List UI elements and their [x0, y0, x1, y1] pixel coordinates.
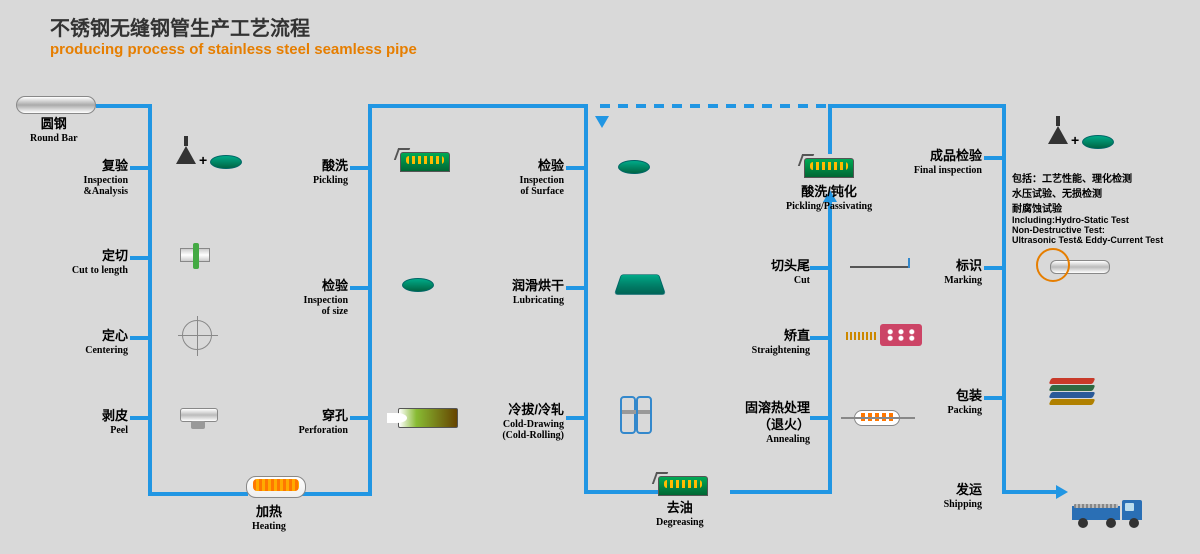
- node-shipping: 发运 Shipping: [930, 482, 982, 510]
- pickling-icon: [400, 152, 450, 172]
- cutter-icon: [180, 248, 210, 262]
- roundbar-icon: [16, 96, 96, 114]
- node-perforation: 穿孔 Perforation: [278, 408, 348, 436]
- node-packing: 包装 Packing: [930, 388, 982, 416]
- node-final-inspection: 成品检验 Final inspection: [900, 148, 982, 176]
- centering-icon: [182, 320, 212, 350]
- picklpass-icon: [804, 158, 854, 178]
- size-eye-icon: [402, 278, 434, 292]
- node-pickling: 酸洗 Pickling: [290, 158, 348, 186]
- node-cut: 切头尾 Cut: [750, 258, 810, 286]
- heating-icon: [246, 476, 306, 498]
- final-notes: 包括：工艺性能、理化检测 水压试验、无损检测 耐腐蚀试验 Including:H…: [1012, 170, 1196, 245]
- final-flask-icon: +: [1048, 126, 1114, 149]
- node-lubricating: 润滑烘干 Lubricating: [494, 278, 564, 306]
- node-degreasing: 去油 Degreasing: [656, 500, 704, 528]
- node-cold-drawing: 冷拔/冷轧 Cold-Drawing (Cold-Rolling): [482, 402, 564, 442]
- node-pickling-passivating: 酸洗/钝化 Pickling/Passivating: [786, 184, 872, 212]
- node-peel: 剥皮 Peel: [62, 408, 128, 436]
- flask-icon: +: [176, 146, 242, 169]
- peel-icon: [180, 408, 218, 422]
- node-heating: 加热 Heating: [252, 504, 286, 532]
- cut-thinbar-icon: [850, 266, 910, 268]
- lube-basket-icon: [618, 272, 662, 294]
- perforation-icon: [398, 408, 458, 428]
- node-marking: 标识 Marking: [930, 258, 982, 286]
- marking-ring-icon: [1036, 248, 1070, 282]
- wave-icon: [846, 332, 876, 340]
- node-inspection-size: 检验 Inspection of size: [282, 278, 348, 318]
- node-centering: 定心 Centering: [62, 328, 128, 356]
- node-roundbar: 圆钢 Round Bar: [30, 116, 78, 144]
- rolls-icon: [880, 324, 922, 346]
- packing-icon: [1050, 378, 1094, 406]
- anneal-icon: [854, 410, 900, 426]
- surface-eye-icon: [618, 160, 650, 174]
- degrease-icon: [658, 476, 708, 496]
- node-inspection-surface: 检验 Inspection of Surface: [502, 158, 564, 198]
- node-cut-to-length: 定切 Cut to length: [52, 248, 128, 276]
- roller-icon: [620, 392, 652, 434]
- node-straightening: 矫直 Straightening: [728, 328, 810, 356]
- flow-stage: 圆钢 Round Bar 复验 Inspection &Analysis + 定…: [0, 0, 1200, 554]
- node-inspection-analysis: 复验 Inspection &Analysis: [62, 158, 128, 198]
- node-annealing: 固溶热处理 （退火） Annealing: [726, 400, 810, 445]
- truck-icon: [1072, 498, 1142, 528]
